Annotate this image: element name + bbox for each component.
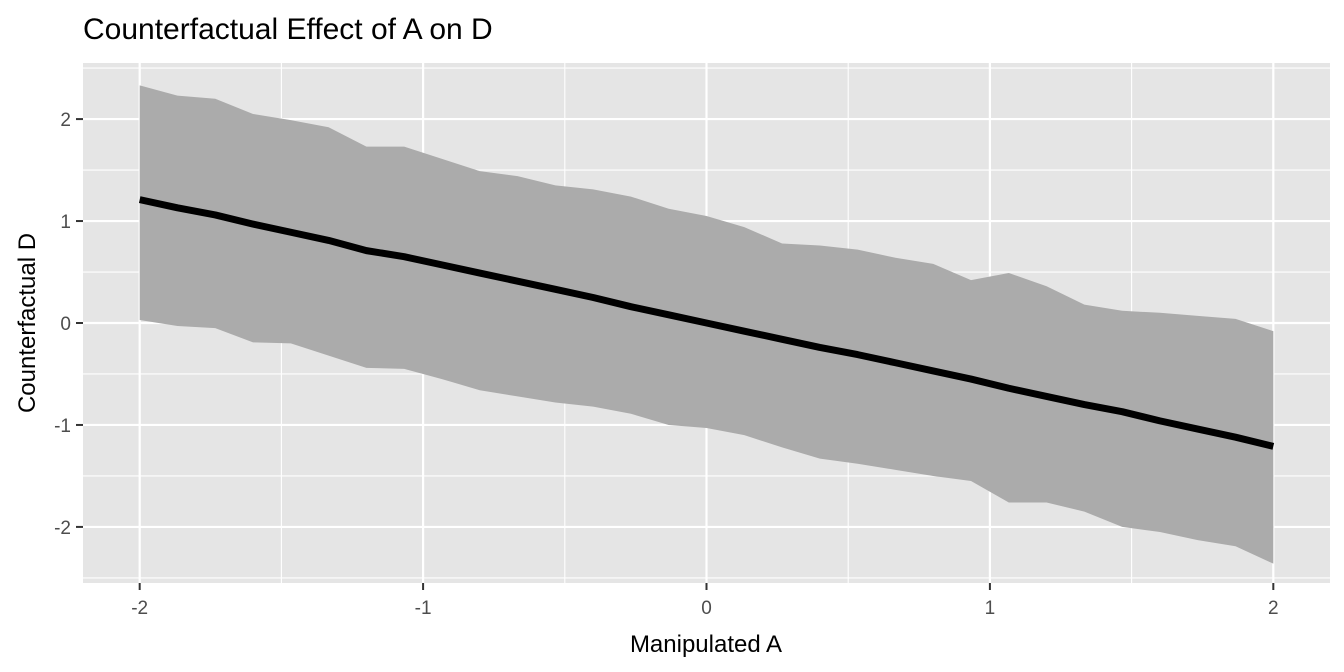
y-tick-label: 0 <box>60 314 71 335</box>
y-axis-title: Counterfactual D <box>14 233 41 413</box>
series-line <box>138 196 1275 450</box>
x-tick-label: 0 <box>701 598 712 619</box>
x-axis-title: Manipulated A <box>630 631 782 658</box>
x-tick-label: -2 <box>131 598 148 619</box>
mean-line <box>138 196 1275 450</box>
y-tick-label: 1 <box>60 212 71 233</box>
x-tick-label: -1 <box>415 598 432 619</box>
y-tick-label: 2 <box>60 110 71 131</box>
x-tick-label: 1 <box>985 598 996 619</box>
axis-ticks: -2 -1 0 1 2 -2 -1 0 1 2 <box>54 110 1279 619</box>
y-tick-label: -2 <box>54 518 71 539</box>
chart-title: Counterfactual Effect of A on D <box>83 13 493 46</box>
y-tick-label: -1 <box>54 416 71 437</box>
x-tick-label: 2 <box>1268 598 1279 619</box>
